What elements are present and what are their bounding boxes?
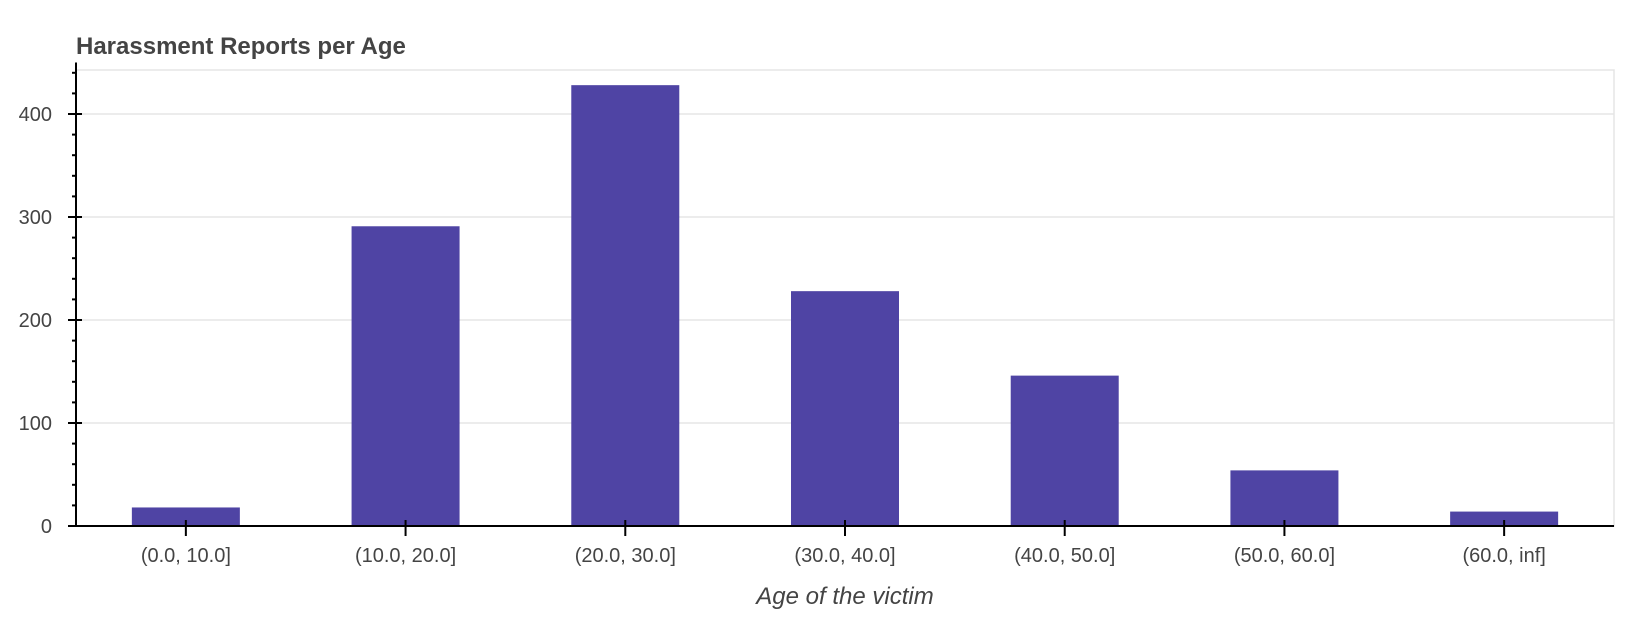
y-tick-label: 300	[19, 207, 52, 229]
y-tick-label: 200	[19, 310, 52, 332]
chart-title: Harassment Reports per Age	[76, 33, 406, 60]
x-axis: (0.0, 10.0] (10.0, 20.0] (20.0, 30.0] (30.0…	[76, 520, 1614, 567]
bar	[571, 85, 680, 526]
x-axis-label: Age of the victim	[754, 583, 933, 610]
x-tick-label: (30.0, 40.0]	[794, 545, 895, 567]
bar	[1450, 511, 1559, 526]
bar	[131, 507, 240, 526]
x-tick-label: (20.0, 30.0]	[575, 545, 676, 567]
y-axis: 0 100 200 300 400	[19, 62, 82, 538]
x-tick-label: (0.0, 10.0]	[141, 545, 231, 567]
y-tick-label: 0	[41, 516, 52, 538]
bar	[351, 226, 460, 526]
x-tick-label: (40.0, 50.0]	[1014, 545, 1115, 567]
bars	[131, 85, 1559, 526]
x-tick-label: (10.0, 20.0]	[355, 545, 456, 567]
x-tick-label: (50.0, 60.0]	[1234, 545, 1335, 567]
y-tick-label: 100	[19, 413, 52, 435]
x-tick-label: (60.0, inf]	[1462, 545, 1545, 567]
bar	[791, 291, 899, 526]
bar	[1010, 375, 1119, 526]
y-tick-label: 400	[19, 104, 52, 126]
bar	[1230, 470, 1339, 526]
